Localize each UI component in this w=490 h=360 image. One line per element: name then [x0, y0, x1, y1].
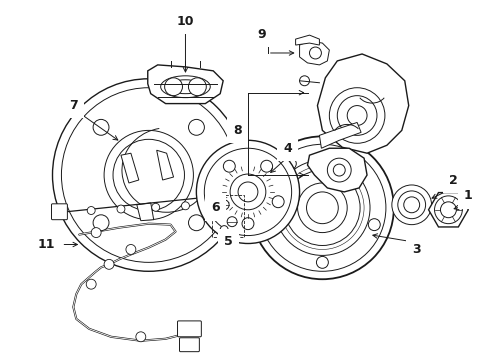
Text: 11: 11	[38, 238, 55, 251]
Circle shape	[136, 332, 146, 342]
Text: 1: 1	[464, 189, 473, 202]
Circle shape	[441, 202, 456, 218]
Circle shape	[435, 196, 462, 224]
Circle shape	[61, 88, 236, 262]
Circle shape	[104, 130, 194, 220]
Text: 9: 9	[258, 28, 266, 41]
Circle shape	[212, 196, 224, 208]
Circle shape	[261, 160, 272, 172]
Circle shape	[113, 139, 184, 211]
FancyBboxPatch shape	[179, 338, 199, 352]
Text: 7: 7	[69, 99, 78, 112]
Circle shape	[297, 183, 347, 233]
Circle shape	[347, 105, 367, 125]
Circle shape	[165, 78, 182, 96]
Polygon shape	[157, 150, 173, 180]
Circle shape	[251, 136, 394, 279]
Circle shape	[219, 200, 229, 210]
Text: 2: 2	[449, 174, 458, 186]
Circle shape	[181, 202, 190, 210]
Circle shape	[242, 218, 254, 230]
Polygon shape	[299, 41, 329, 65]
Circle shape	[284, 158, 296, 170]
Polygon shape	[319, 122, 361, 148]
FancyBboxPatch shape	[177, 321, 201, 337]
Circle shape	[285, 170, 360, 246]
Circle shape	[104, 260, 114, 269]
Ellipse shape	[161, 76, 210, 98]
Circle shape	[117, 205, 125, 213]
Circle shape	[86, 279, 96, 289]
Circle shape	[126, 244, 136, 255]
Circle shape	[327, 158, 351, 182]
Circle shape	[238, 182, 258, 202]
Circle shape	[368, 219, 380, 231]
Text: 6: 6	[211, 201, 220, 214]
Text: 8: 8	[233, 124, 242, 137]
Circle shape	[87, 207, 95, 215]
Circle shape	[259, 144, 386, 271]
Text: 5: 5	[224, 235, 233, 248]
Circle shape	[317, 256, 328, 268]
Circle shape	[265, 219, 276, 231]
Circle shape	[299, 76, 310, 86]
Polygon shape	[318, 54, 409, 153]
Circle shape	[404, 197, 419, 213]
Circle shape	[227, 217, 237, 227]
Circle shape	[337, 96, 377, 135]
Circle shape	[220, 226, 228, 234]
Text: 4: 4	[283, 142, 292, 155]
Polygon shape	[295, 35, 319, 45]
Text: 3: 3	[413, 243, 421, 256]
Circle shape	[333, 164, 345, 176]
FancyBboxPatch shape	[51, 204, 68, 220]
Circle shape	[93, 120, 109, 135]
Circle shape	[230, 174, 266, 210]
Circle shape	[272, 196, 284, 208]
Circle shape	[398, 191, 426, 219]
Circle shape	[275, 160, 370, 255]
Circle shape	[93, 215, 109, 231]
Polygon shape	[148, 65, 223, 104]
Circle shape	[189, 120, 204, 135]
Circle shape	[348, 158, 361, 170]
Circle shape	[223, 160, 235, 172]
Circle shape	[52, 79, 245, 271]
Text: 10: 10	[177, 15, 194, 28]
Circle shape	[392, 185, 432, 225]
Circle shape	[152, 203, 160, 211]
Circle shape	[329, 88, 385, 143]
Polygon shape	[429, 193, 468, 227]
Circle shape	[307, 192, 338, 224]
Polygon shape	[137, 203, 154, 221]
Circle shape	[310, 47, 321, 59]
Polygon shape	[308, 148, 367, 192]
Polygon shape	[121, 153, 139, 183]
Circle shape	[196, 140, 299, 243]
Circle shape	[189, 215, 204, 231]
Circle shape	[189, 78, 206, 96]
Circle shape	[204, 148, 292, 235]
Circle shape	[91, 228, 101, 238]
